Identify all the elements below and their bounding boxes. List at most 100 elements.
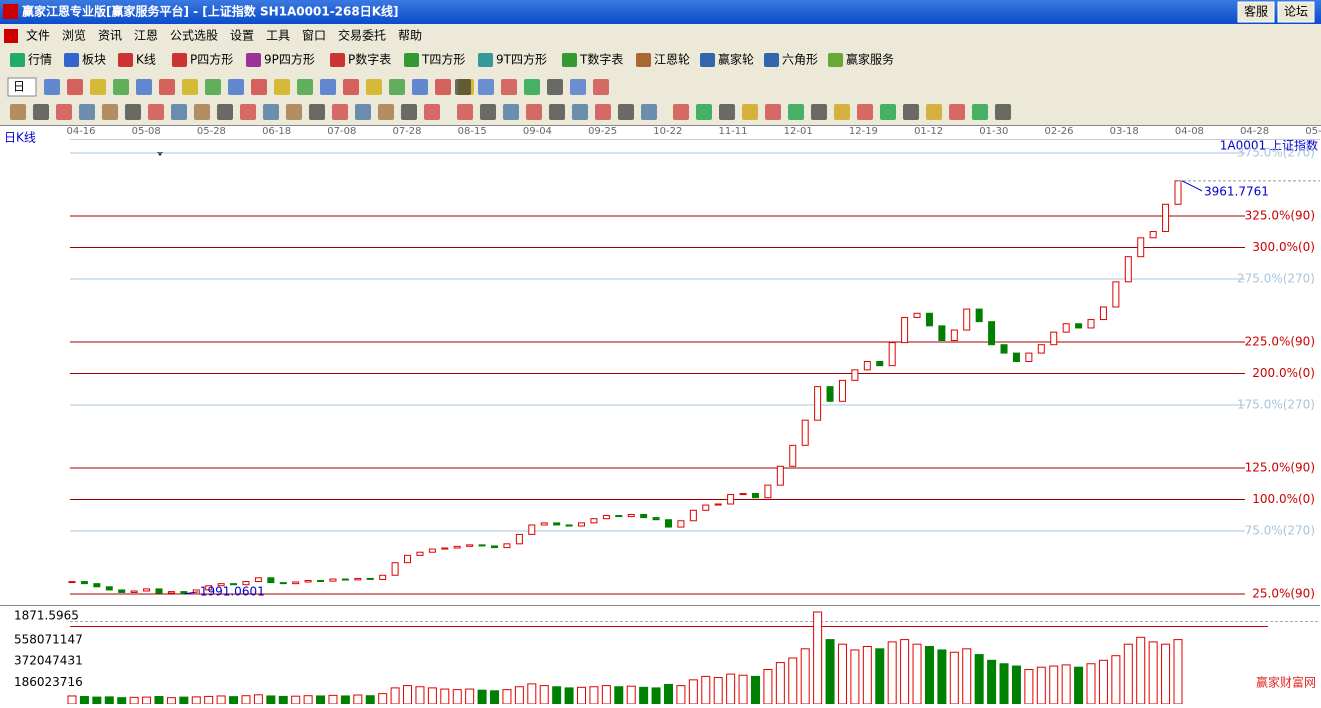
tool-button[interactable] xyxy=(696,104,712,120)
tool-button[interactable] xyxy=(148,104,164,120)
tool-button[interactable] xyxy=(570,79,586,95)
menu-item[interactable]: 设置 xyxy=(230,29,254,43)
tool-icon[interactable] xyxy=(64,53,79,67)
tool-button[interactable] xyxy=(549,104,565,120)
tool-button[interactable] xyxy=(593,79,609,95)
tool-button[interactable] xyxy=(949,104,965,120)
tool-button[interactable] xyxy=(811,104,827,120)
tool-button[interactable] xyxy=(480,104,496,120)
menu-item[interactable]: 窗口 xyxy=(302,29,326,43)
tool-button[interactable] xyxy=(742,104,758,120)
tool-button[interactable] xyxy=(56,104,72,120)
tool-icon[interactable] xyxy=(562,53,577,67)
tool-label[interactable]: T数字表 xyxy=(579,52,623,67)
tool-button[interactable] xyxy=(455,79,471,95)
tool-button[interactable] xyxy=(263,104,279,120)
tool-button[interactable] xyxy=(274,79,290,95)
tool-icon[interactable] xyxy=(404,53,419,67)
tool-button[interactable] xyxy=(435,79,451,95)
period-box[interactable] xyxy=(7,77,37,97)
tool-button[interactable] xyxy=(10,104,26,120)
tool-button[interactable] xyxy=(366,79,382,95)
tool-label[interactable]: T四方形 xyxy=(421,52,465,67)
window-button[interactable] xyxy=(1237,1,1275,23)
menu-item[interactable]: 浏览 xyxy=(62,28,86,43)
tool-button[interactable] xyxy=(320,79,336,95)
tool-label[interactable]: 9P四方形 xyxy=(264,52,315,67)
menu-item[interactable]: 资讯 xyxy=(98,29,122,43)
tool-button[interactable] xyxy=(972,104,988,120)
tool-label[interactable]: 赢家轮 xyxy=(718,52,754,67)
tool-button[interactable] xyxy=(332,104,348,120)
tool-button[interactable] xyxy=(309,104,325,120)
menu-item[interactable]: 交易委托 xyxy=(338,28,386,43)
tool-icon[interactable] xyxy=(172,53,187,67)
tool-button[interactable] xyxy=(113,79,129,95)
tool-button[interactable] xyxy=(286,104,302,120)
tool-button[interactable] xyxy=(297,79,313,95)
tool-button[interactable] xyxy=(159,79,175,95)
tool-button[interactable] xyxy=(240,104,256,120)
tool-button[interactable] xyxy=(33,104,49,120)
tool-button[interactable] xyxy=(90,79,106,95)
tool-button[interactable] xyxy=(67,79,83,95)
tool-label[interactable]: 行情 xyxy=(28,53,52,67)
tool-button[interactable] xyxy=(618,104,634,120)
tool-button[interactable] xyxy=(79,104,95,120)
tool-button[interactable] xyxy=(457,104,473,120)
tool-icon[interactable] xyxy=(478,53,493,67)
period-label[interactable]: 日 xyxy=(13,80,25,94)
tool-button[interactable] xyxy=(389,79,405,95)
tool-icon[interactable] xyxy=(246,53,261,67)
tool-button[interactable] xyxy=(526,104,542,120)
tool-button[interactable] xyxy=(228,79,244,95)
tool-button[interactable] xyxy=(44,79,60,95)
window-button-label[interactable]: 论坛 xyxy=(1284,5,1308,19)
window-button[interactable] xyxy=(1277,1,1315,23)
tool-button[interactable] xyxy=(182,79,198,95)
tool-button[interactable] xyxy=(788,104,804,120)
tool-icon[interactable] xyxy=(636,53,651,67)
tool-label[interactable]: P四方形 xyxy=(190,52,233,67)
tool-label[interactable]: 江恩轮 xyxy=(654,53,690,67)
tool-button[interactable] xyxy=(857,104,873,120)
tool-button[interactable] xyxy=(501,79,517,95)
window-button-label[interactable]: 客服 xyxy=(1244,4,1268,19)
tool-label[interactable]: 9T四方形 xyxy=(496,52,547,67)
tool-button[interactable] xyxy=(995,104,1011,120)
tool-icon[interactable] xyxy=(764,53,779,67)
tool-button[interactable] xyxy=(125,104,141,120)
tool-button[interactable] xyxy=(424,104,440,120)
tool-button[interactable] xyxy=(595,104,611,120)
tool-button[interactable] xyxy=(673,104,689,120)
tool-icon[interactable] xyxy=(10,53,25,67)
tool-label[interactable]: 六角形 xyxy=(782,53,818,67)
tool-button[interactable] xyxy=(355,104,371,120)
tool-label[interactable]: 板块 xyxy=(82,53,106,67)
tool-button[interactable] xyxy=(765,104,781,120)
tool-label[interactable]: K线 xyxy=(136,53,156,67)
tool-button[interactable] xyxy=(572,104,588,120)
tool-icon[interactable] xyxy=(330,53,345,67)
tool-button[interactable] xyxy=(641,104,657,120)
tool-button[interactable] xyxy=(102,104,118,120)
tool-button[interactable] xyxy=(412,79,428,95)
tool-icon[interactable] xyxy=(118,53,133,67)
tool-button[interactable] xyxy=(251,79,267,95)
tool-button[interactable] xyxy=(478,79,494,95)
tool-button[interactable] xyxy=(217,104,233,120)
menu-item[interactable]: 江恩 xyxy=(134,29,158,43)
tool-button[interactable] xyxy=(719,104,735,120)
menu-item[interactable]: 帮助 xyxy=(398,29,422,43)
tool-icon[interactable] xyxy=(828,53,843,67)
menu-item[interactable]: 文件 xyxy=(26,28,50,43)
tool-button[interactable] xyxy=(378,104,394,120)
tool-button[interactable] xyxy=(903,104,919,120)
tool-label[interactable]: 赢家服务 xyxy=(846,52,894,67)
tool-button[interactable] xyxy=(205,79,221,95)
menu-item[interactable]: 公式选股 xyxy=(170,29,218,43)
tool-button[interactable] xyxy=(503,104,519,120)
tool-button[interactable] xyxy=(926,104,942,120)
tool-button[interactable] xyxy=(834,104,850,120)
tool-button[interactable] xyxy=(880,104,896,120)
